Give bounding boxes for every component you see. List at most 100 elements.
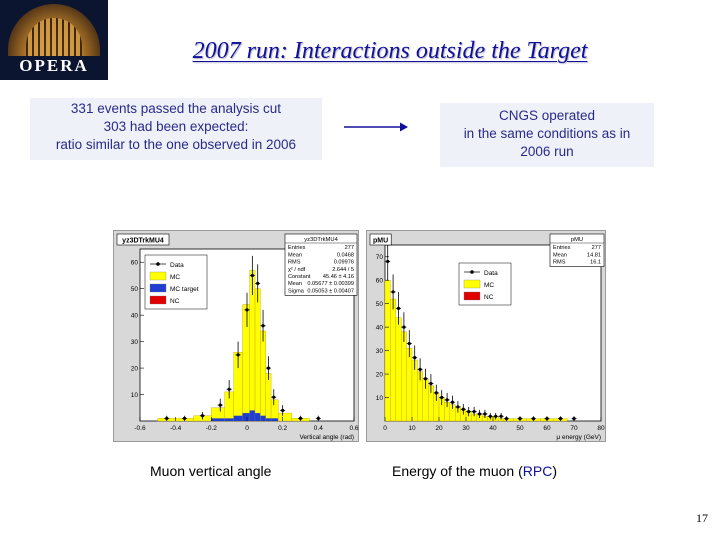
data-point [472,410,476,414]
data-point [266,366,270,370]
y-tick-label: 50 [131,286,139,293]
legend-label: NC [170,298,180,305]
mc-bar [390,298,396,422]
data-point [227,387,231,391]
legend-label: Data [484,270,498,277]
data-point [236,353,240,357]
data-point [445,398,449,402]
stats-box [284,233,358,296]
legend-label: MC [484,282,494,289]
y-tick-label: 40 [131,313,139,320]
data-point [218,403,222,407]
legend-data-marker [156,262,160,266]
x-axis-label: Vertical angle (rad) [299,434,354,441]
x-tick-label: 0.6 [349,425,358,432]
stats-title: yz3DTrkMU4 [304,237,338,243]
x-tick-label: 30 [462,425,470,432]
y-tick-label: 10 [376,395,384,402]
y-tick-label: 50 [376,301,384,308]
stats-key: Entries [288,245,306,251]
stats-value: 14.81 [587,252,601,258]
caption-rpc: RPC [522,463,553,479]
x-tick-label: 40 [489,425,497,432]
data-point [402,325,406,329]
x-tick-label: 50 [516,425,524,432]
stats-value: 0.09976 [334,260,354,266]
summary-line-1: 331 events passed the analysis cut [70,101,282,116]
mc-bar [242,304,250,422]
stats-box [549,233,605,267]
legend-label: MC [170,274,180,281]
histogram-title: yz3DTrkMU4 [122,238,164,245]
data-point [407,341,411,346]
mc-target-bar [242,413,250,421]
stats-key: Mean [288,281,302,287]
y-tick-label: 20 [376,372,384,379]
cngs-conditions-box: CNGS operated in the same conditions as … [440,103,654,167]
data-point [531,417,536,421]
stats-value: 16.1 [590,260,601,266]
vertical-angle-plot: -0.6 -0.4 -0.2 0 0.2 0.4 0.6 10 20 30 40 50 60 Vertic… [116,233,359,441]
caption-muon-energy: Energy of the muon (RPC) [392,463,557,479]
caption-vertical-angle: Muon vertical angle [150,463,272,479]
data-point [386,259,390,264]
data-point [558,417,563,421]
x-tick-label: 0 [245,425,249,432]
data-point [245,308,249,312]
vertical-angle-histogram: -0.6 -0.4 -0.2 0 0.2 0.4 0.6 10 20 30 40 50 60 Vertic… [113,230,359,442]
mc-target-bar [211,418,225,421]
x-tick-label: 80 [597,425,605,432]
data-point [256,281,260,285]
stats-key: Mean [288,252,302,258]
mc-bar [265,373,272,422]
legend-swatch [463,291,481,301]
stats-value: 0.05677 ± 0.00399 [307,281,354,287]
data-point [418,367,422,371]
stats-key: χ² / ndf [288,267,306,273]
caption-close: ) [552,463,557,479]
stats-value: 277 [592,245,601,251]
data-point [423,377,428,381]
x-tick-label: 0 [383,425,387,432]
mc-target-bar [249,410,256,421]
x-tick-label: 70 [570,425,578,432]
data-point [461,407,465,411]
x-tick-label: -0.2 [206,425,218,432]
legend-label: Data [170,262,184,269]
data-point [250,273,254,278]
y-tick-label: 30 [131,339,139,346]
opera-logo: OPERA [0,0,108,80]
stats-key: Mean [553,252,567,258]
data-point [396,306,401,310]
cngs-line-2: in the same conditions as in [463,126,631,141]
y-tick-label: 40 [376,325,384,332]
legend-swatch [463,279,481,289]
stats-value: 0.0468 [337,252,354,258]
mc-bar [406,348,413,422]
stats-value: 0.05053 ± 0.00407 [307,288,354,294]
x-tick-label: -0.4 [170,425,182,432]
data-point [483,412,487,416]
histogram-title-box [369,233,392,246]
data-point [450,400,455,404]
data-point [434,391,438,395]
x-tick-label: 20 [435,425,443,432]
data-point [165,416,169,420]
data-point [298,416,303,420]
mc-bar [270,399,279,422]
legend-label: NC [484,294,494,301]
mc-bar [260,330,266,422]
y-tick-label: 70 [376,254,384,261]
stats-key: Entries [553,245,571,251]
x-axis-label: μ energy (GeV) [556,434,601,441]
data-point [261,324,265,328]
data-point [200,414,205,418]
stats-value: 277 [345,245,354,251]
legend-swatch [149,283,167,293]
data-point [494,414,498,418]
data-point [488,414,492,418]
histogram-title: pMU [373,238,388,245]
legend-data-marker [470,270,474,274]
x-tick-label: 0.2 [278,425,287,432]
slide-title: 2007 run: Interactions outside the Targe… [192,38,588,64]
